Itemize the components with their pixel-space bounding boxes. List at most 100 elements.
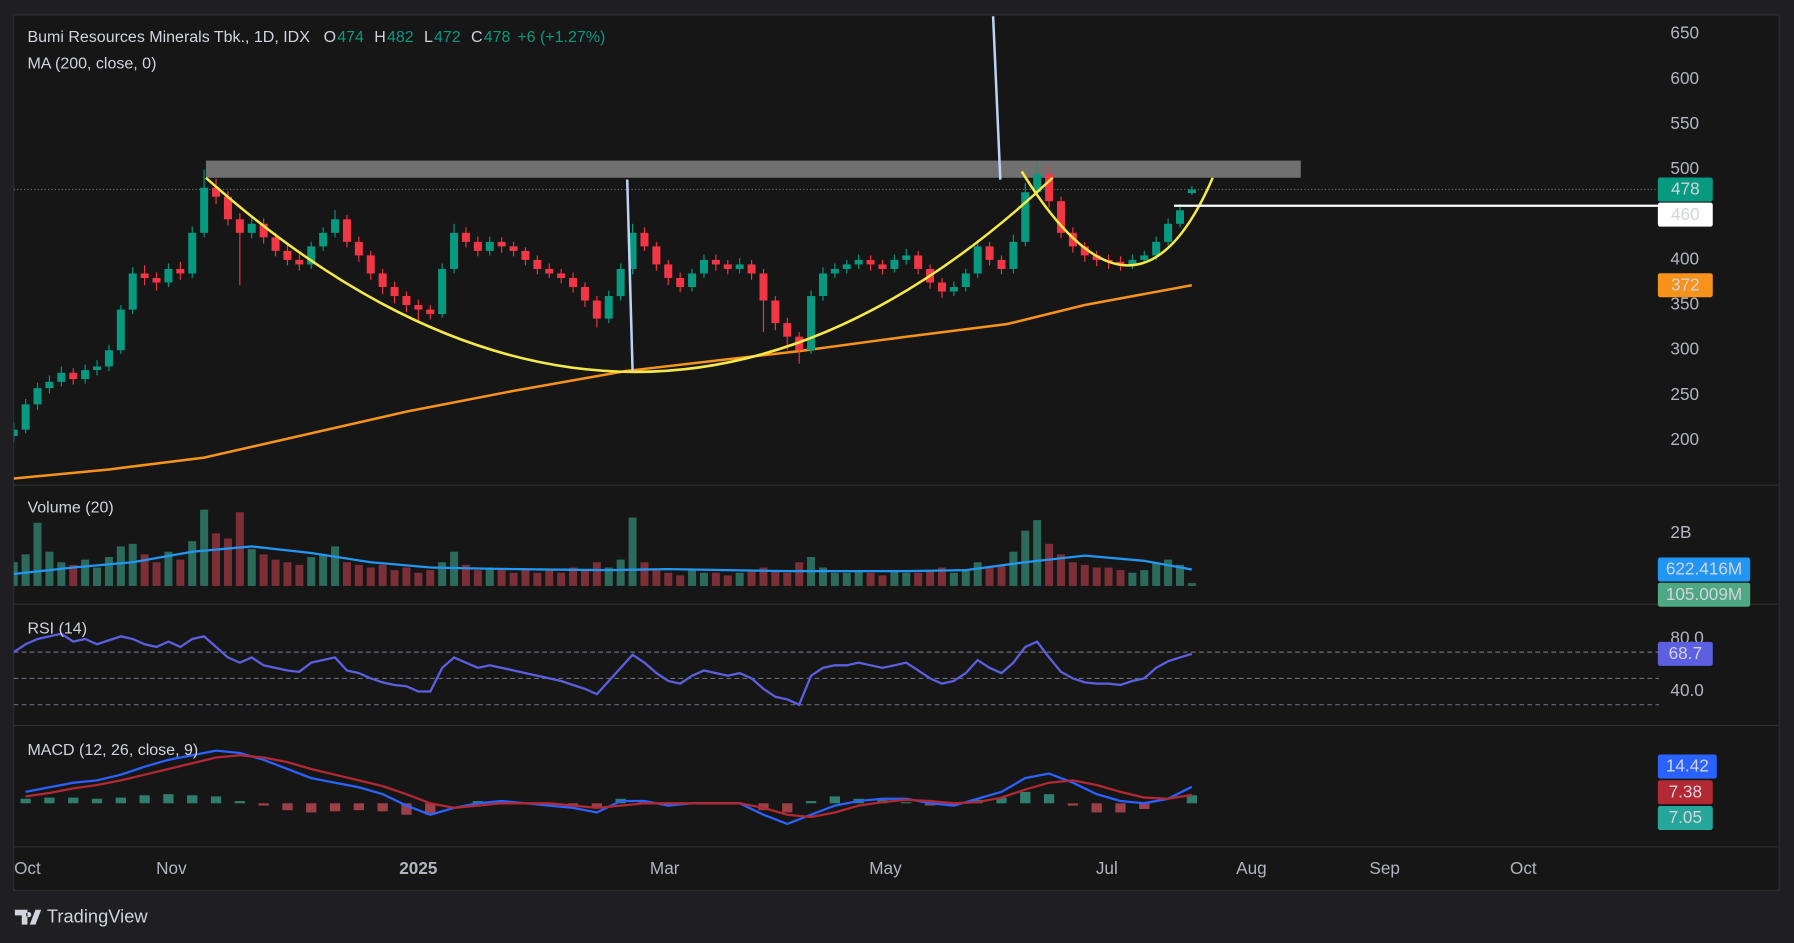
histogram-bar <box>20 798 31 804</box>
volume-bar <box>485 567 494 586</box>
candle-body <box>854 259 863 265</box>
volume-bar <box>140 554 149 586</box>
volume-bar <box>592 562 601 586</box>
volume-bar <box>616 559 625 586</box>
badge-label: 372 <box>1671 274 1700 294</box>
pane <box>13 16 1659 480</box>
candle-body <box>200 187 209 233</box>
histogram-bar <box>782 803 793 813</box>
badge-label: 7.05 <box>1669 807 1702 827</box>
badge-label: 14.42 <box>1666 756 1709 776</box>
histogram-bar <box>187 795 198 804</box>
candle-body <box>914 255 923 269</box>
candle-body <box>33 388 42 405</box>
volume-bar <box>69 564 78 586</box>
candle-body <box>723 264 732 269</box>
histogram-bar <box>829 796 841 804</box>
volume-bar <box>818 567 827 586</box>
histogram-bar <box>234 801 245 804</box>
volume-bar <box>997 564 1006 586</box>
logo-mark <box>14 909 42 925</box>
volume-bar <box>259 554 268 586</box>
candle-body <box>235 219 244 233</box>
candle-body <box>1092 255 1101 260</box>
volume-bar <box>461 564 470 586</box>
x-tick-label: 2025 <box>399 858 438 878</box>
volume-bar <box>45 551 54 586</box>
candle-body <box>188 232 197 274</box>
candle-body <box>116 309 125 351</box>
candle-body <box>295 259 304 265</box>
volume-bar <box>783 572 792 586</box>
candle-body <box>461 232 470 242</box>
candle-body <box>342 219 351 242</box>
histogram-bar <box>1186 795 1198 804</box>
volume-bar <box>914 572 923 586</box>
histogram-bar <box>91 798 103 804</box>
candle-body <box>580 287 589 301</box>
candle-body <box>711 259 720 265</box>
volume-bar <box>283 562 292 586</box>
candle-body <box>747 264 756 274</box>
candle-body <box>354 241 363 256</box>
volume-bar <box>33 522 42 586</box>
volume-bar <box>937 567 946 586</box>
candle-body <box>890 259 899 269</box>
candle-body <box>783 323 792 337</box>
volume-bar <box>331 546 340 586</box>
volume-bar <box>1068 562 1077 586</box>
candle-body <box>212 187 221 197</box>
badge-label: 7.38 <box>1669 781 1702 801</box>
volume-bar <box>569 567 578 586</box>
candle-body <box>21 404 30 430</box>
candle-body <box>283 250 292 260</box>
y-tick-label: 350 <box>1670 294 1699 314</box>
candle-body <box>1128 259 1137 265</box>
histogram-bar <box>401 803 412 815</box>
candle-body <box>1140 255 1149 260</box>
candle-body <box>1068 232 1077 247</box>
candle-body <box>878 264 887 269</box>
volume-bar <box>1164 559 1173 586</box>
candle-body <box>652 246 661 265</box>
volume-bar <box>212 533 221 586</box>
ohlc-value: 478 <box>484 29 511 46</box>
volume-bar <box>1056 554 1065 586</box>
volume-bar <box>1187 583 1196 586</box>
volume-bar <box>497 570 506 586</box>
candle-body <box>426 309 435 315</box>
volume-bar <box>21 554 30 586</box>
histogram-bar <box>425 803 436 815</box>
candle-body <box>473 241 482 251</box>
y-tick-label: 650 <box>1670 23 1699 43</box>
value-badge: 7.38 <box>1657 780 1713 805</box>
volume-bar <box>342 562 351 586</box>
volume-bar <box>93 567 102 586</box>
candle-body <box>1021 192 1030 242</box>
pane <box>13 632 1659 707</box>
indicator-title: Volume (20) <box>27 499 113 516</box>
candle-body <box>164 268 173 283</box>
indicator-title: RSI (14) <box>27 621 87 638</box>
candle-body <box>128 273 137 310</box>
candle-body <box>1009 241 1018 269</box>
candle-body <box>569 277 578 288</box>
candle-body <box>485 241 494 251</box>
volume-bar <box>402 567 411 586</box>
value-badge: 622.416M <box>1657 557 1751 582</box>
candle-body <box>1116 261 1125 265</box>
y-tick-label: 40.0 <box>1670 680 1703 700</box>
ohlc-value: 472 <box>434 29 461 46</box>
ohlc-label: H <box>374 29 386 46</box>
legend-header: Bumi Resources Minerals Tbk., 1D, IDX O47… <box>27 29 605 46</box>
candle-body <box>402 296 411 306</box>
candle-body <box>521 250 530 260</box>
candle-body <box>57 372 66 382</box>
histogram-bar <box>139 795 150 804</box>
histogram-bar <box>1020 791 1031 804</box>
volume-ma <box>13 545 1193 576</box>
histogram-bar <box>377 803 388 812</box>
volume-bar <box>699 572 708 586</box>
volume-bar <box>842 572 851 586</box>
